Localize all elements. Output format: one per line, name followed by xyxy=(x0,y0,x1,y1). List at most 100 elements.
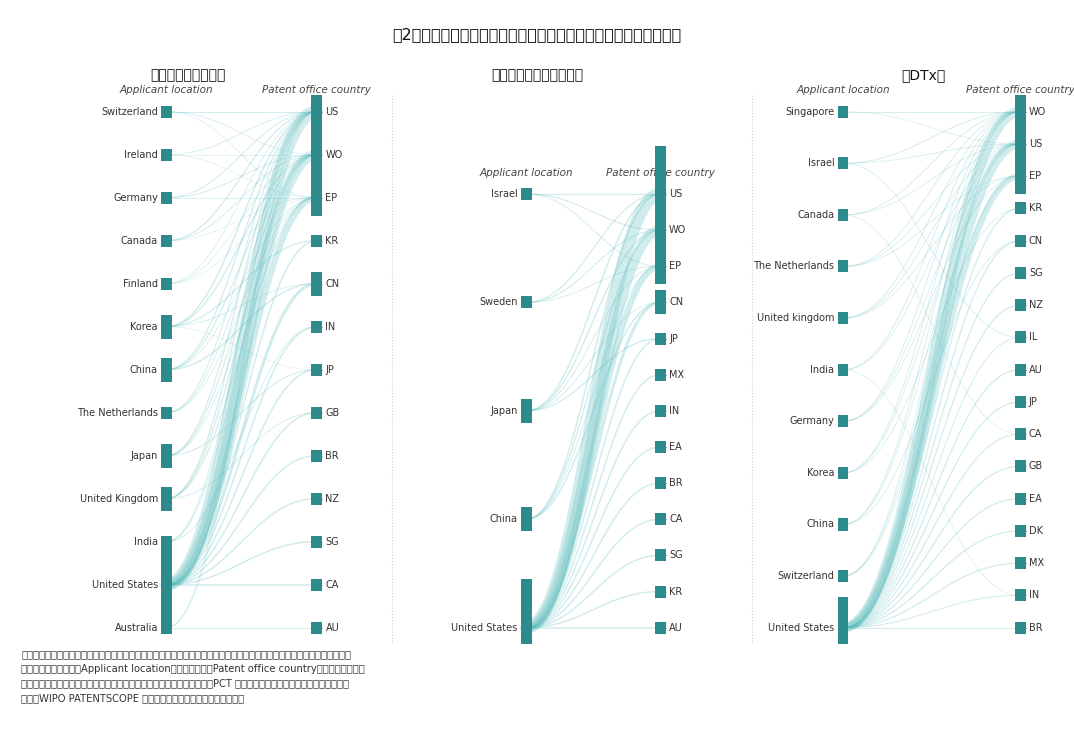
Text: Canada: Canada xyxy=(797,210,834,220)
Text: Japan: Japan xyxy=(491,406,518,416)
Text: Switzerland: Switzerland xyxy=(101,107,158,116)
Text: CA: CA xyxy=(669,515,682,524)
Bar xyxy=(311,234,322,247)
Bar xyxy=(838,157,848,169)
Text: NZ: NZ xyxy=(1029,300,1043,310)
Text: MX: MX xyxy=(669,370,684,380)
Text: IN: IN xyxy=(669,406,680,416)
Bar xyxy=(838,597,848,658)
Text: DK: DK xyxy=(1029,526,1043,536)
Bar xyxy=(1015,589,1026,602)
Bar xyxy=(1015,202,1026,214)
Bar xyxy=(655,248,666,285)
Bar xyxy=(521,399,532,423)
Text: SG: SG xyxy=(669,550,683,561)
Text: CN: CN xyxy=(1029,236,1043,246)
Bar xyxy=(311,64,322,160)
Text: Israel: Israel xyxy=(808,158,834,168)
Bar xyxy=(311,364,322,376)
Bar xyxy=(1015,158,1026,194)
Text: Sweden: Sweden xyxy=(479,297,518,307)
Bar xyxy=(161,487,172,511)
Bar xyxy=(161,537,172,633)
Bar xyxy=(655,549,666,561)
Text: IN: IN xyxy=(1029,591,1040,600)
Text: SG: SG xyxy=(1029,268,1043,278)
Text: EA: EA xyxy=(1029,493,1042,504)
Text: CN: CN xyxy=(669,297,683,307)
Bar xyxy=(521,507,532,531)
Bar xyxy=(655,513,666,526)
Bar xyxy=(161,149,172,160)
Bar xyxy=(655,146,666,242)
Text: Applicant location: Applicant location xyxy=(479,168,574,177)
Bar xyxy=(838,518,848,531)
Text: SG: SG xyxy=(325,537,339,547)
Bar xyxy=(1015,460,1026,472)
Text: EA: EA xyxy=(669,442,682,452)
Bar xyxy=(161,536,172,548)
Text: The Netherlands: The Netherlands xyxy=(754,261,834,272)
Bar xyxy=(311,536,322,548)
Text: China: China xyxy=(807,520,834,529)
Text: NZ: NZ xyxy=(325,493,339,504)
Text: United States: United States xyxy=(768,623,834,632)
Text: EP: EP xyxy=(669,261,681,272)
Bar xyxy=(311,578,322,591)
Text: CA: CA xyxy=(1029,429,1042,439)
Text: Switzerland: Switzerland xyxy=(778,571,834,581)
Bar xyxy=(655,441,666,453)
Bar xyxy=(655,332,666,345)
Text: GB: GB xyxy=(325,408,339,418)
Text: JP: JP xyxy=(669,334,678,343)
Text: Applicant location: Applicant location xyxy=(119,85,214,95)
Bar xyxy=(161,358,172,382)
Text: （DTx）: （DTx） xyxy=(901,68,946,83)
Text: Korea: Korea xyxy=(130,321,158,332)
Text: US: US xyxy=(669,189,682,199)
Text: Applicant location: Applicant location xyxy=(796,85,890,95)
Text: CA: CA xyxy=(325,580,338,590)
Bar xyxy=(311,124,322,185)
Text: AU: AU xyxy=(1029,365,1043,375)
Bar xyxy=(655,477,666,489)
Text: US: US xyxy=(1029,139,1042,149)
Text: MX: MX xyxy=(1029,559,1044,568)
Text: BR: BR xyxy=(669,478,683,488)
Text: Patent office country: Patent office country xyxy=(606,168,715,177)
Bar xyxy=(838,570,848,582)
Bar xyxy=(1015,299,1026,311)
Text: US: US xyxy=(325,107,338,116)
Bar xyxy=(161,277,172,290)
Bar xyxy=(838,209,848,221)
Bar xyxy=(521,580,532,676)
Text: BR: BR xyxy=(1029,623,1043,632)
Text: BR: BR xyxy=(325,451,339,460)
Text: WO: WO xyxy=(325,149,343,160)
Bar xyxy=(838,364,848,376)
Text: KR: KR xyxy=(669,586,682,597)
Text: Australia: Australia xyxy=(115,623,158,632)
Bar xyxy=(838,467,848,479)
Bar xyxy=(838,312,848,324)
Bar xyxy=(655,586,666,597)
Bar xyxy=(655,405,666,417)
Text: Ireland: Ireland xyxy=(125,149,158,160)
Text: Singapore: Singapore xyxy=(785,107,834,116)
Text: United kingdom: United kingdom xyxy=(757,313,834,323)
Text: IN: IN xyxy=(325,321,336,332)
Text: CN: CN xyxy=(325,279,339,288)
Bar xyxy=(311,449,322,462)
Bar xyxy=(311,621,322,634)
Text: Patent office country: Patent office country xyxy=(966,85,1074,95)
Bar xyxy=(311,179,322,216)
Bar xyxy=(161,315,172,339)
Text: The Netherlands: The Netherlands xyxy=(77,408,158,418)
Text: WO: WO xyxy=(669,225,686,235)
Text: IL: IL xyxy=(1029,332,1037,343)
Bar xyxy=(1015,557,1026,569)
Text: China: China xyxy=(490,515,518,524)
Bar xyxy=(311,272,322,296)
Bar xyxy=(1015,234,1026,247)
Bar xyxy=(1015,396,1026,408)
